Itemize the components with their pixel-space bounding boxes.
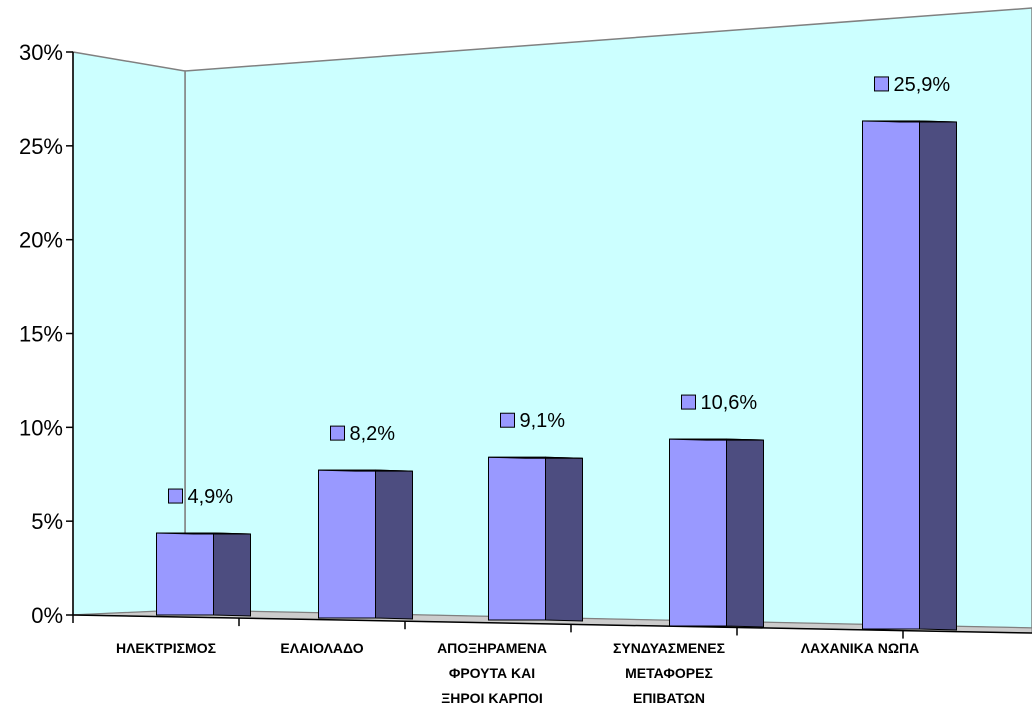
data-label: 9,1% (520, 410, 566, 432)
x-category-label: ΣΥΝΔΥΑΣΜΕΝΕΣ ΜΕΤΑΦΟΡΕΣ ΕΠΙΒΑΤΩΝ (613, 640, 725, 706)
bar-side (919, 120, 957, 631)
x-category-label-line: ΞΗΡΟΙ ΚΑΡΠΟΙ (441, 690, 543, 706)
x-category-label: ΑΠΟΞΗΡΑΜΕΝΑ ΦΡΟΥΤΑ ΚΑΙ ΞΗΡΟΙ ΚΑΡΠΟΙ (437, 640, 547, 706)
data-label-marker (874, 76, 889, 92)
bars (156, 120, 957, 631)
bar-front (669, 438, 727, 627)
y-axis: 0% 5% 10% 15% 20% 25% 30% (19, 40, 74, 628)
x-category-label-line: ΕΛΑΙΟΛΑΔΟ (280, 640, 363, 656)
data-label-marker (500, 412, 515, 428)
y-tick-label: 15% (19, 322, 63, 347)
x-category-label-line: ΑΠΟΞΗΡΑΜΕΝΑ (437, 640, 547, 656)
bar-top (318, 469, 413, 472)
data-label: 8,2% (350, 423, 396, 445)
data-label-marker (168, 488, 183, 504)
bar-side (545, 456, 583, 622)
x-category-label-line: ΗΛΕΚΤΡΙΣΜΟΣ (116, 640, 216, 656)
x-category-label-line: ΜΕΤΑΦΟΡΕΣ (625, 665, 713, 681)
data-label: 10,6% (701, 392, 758, 414)
y-tick-label: 25% (19, 134, 63, 159)
side-wall (72, 51, 186, 616)
bar-side (726, 438, 764, 628)
bar-front (488, 456, 546, 621)
bar-top (862, 120, 957, 123)
bar-front (862, 120, 920, 630)
x-axis: ΗΛΕΚΤΡΙΣΜΟΣ ΕΛΑΙΟΛΑΔΟ ΑΠΟΞΗΡΑΜΕΝΑ ΦΡΟΥΤΑ ΚΑ… (72, 614, 1032, 706)
bar-side (213, 532, 251, 617)
y-tick-label: 10% (19, 415, 63, 440)
bar-front (156, 532, 214, 616)
y-tick-label: 20% (19, 228, 63, 253)
data-labels: 4,9% 8,2% 9,1% 10,6% 25,9% (168, 74, 951, 508)
data-label-marker (330, 425, 345, 441)
y-tick-label: 5% (31, 509, 63, 534)
bar-front (318, 469, 376, 619)
x-axis-line (72, 614, 1032, 634)
y-tick-label: 30% (19, 40, 63, 65)
bar-top (669, 438, 764, 441)
x-category-label: ΛΑΧΑΝΙΚΑ ΝΩΠΑ (801, 640, 920, 656)
x-category-label: ΕΛΑΙΟΛΑΔΟ (280, 640, 363, 656)
bar-top (156, 532, 251, 535)
x-category-label-line: ΕΠΙΒΑΤΩΝ (633, 690, 705, 706)
bar-side (375, 469, 413, 620)
x-category-label: ΗΛΕΚΤΡΙΣΜΟΣ (116, 640, 216, 656)
x-category-label-line: ΣΥΝΔΥΑΣΜΕΝΕΣ (613, 640, 725, 656)
x-category-label-line: ΦΡΟΥΤΑ ΚΑΙ (449, 665, 535, 681)
data-label: 4,9% (188, 486, 234, 508)
x-category-label-line: ΛΑΧΑΝΙΚΑ ΝΩΠΑ (801, 640, 920, 656)
y-tick-label: 0% (31, 603, 63, 628)
bar-top (488, 456, 583, 459)
data-label-marker (681, 394, 696, 410)
data-label: 25,9% (894, 74, 951, 96)
